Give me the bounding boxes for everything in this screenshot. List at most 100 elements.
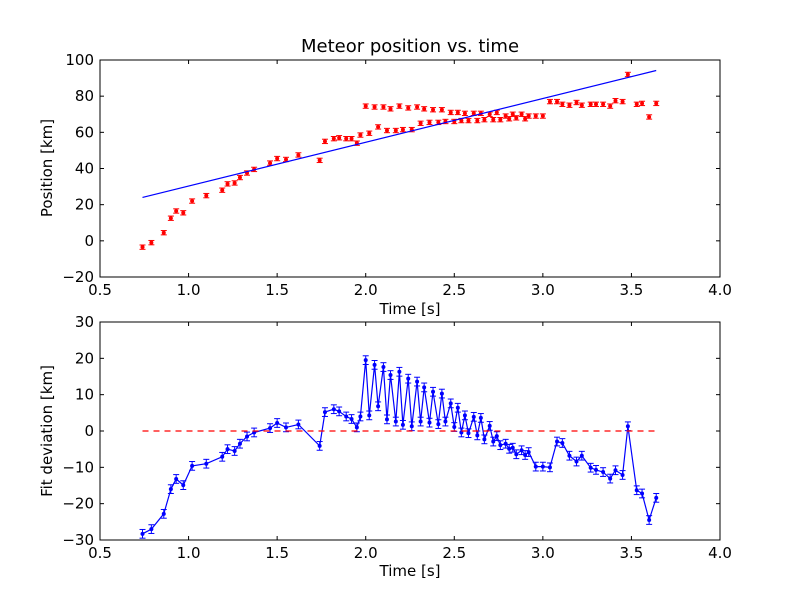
deviation-data-point bbox=[448, 401, 453, 406]
deviation-data-point bbox=[284, 425, 288, 430]
position-data-point bbox=[322, 139, 327, 144]
deviation-data-point bbox=[225, 447, 230, 452]
position-data-point bbox=[422, 106, 427, 111]
position-data-point bbox=[284, 157, 288, 162]
deviation-data-point bbox=[560, 440, 565, 445]
position-data-point bbox=[466, 118, 471, 123]
deviation-data-point bbox=[237, 441, 242, 446]
position-data-point bbox=[275, 156, 280, 161]
position-data-point bbox=[567, 103, 572, 108]
deviation-y-tick-label: 20 bbox=[75, 349, 94, 367]
deviation-data-point bbox=[363, 358, 368, 363]
deviation-data-point bbox=[620, 472, 625, 477]
deviation-data-point bbox=[654, 495, 659, 500]
deviation-data-point bbox=[358, 414, 363, 419]
deviation-data-point bbox=[422, 385, 427, 390]
deviation-data-point bbox=[397, 369, 402, 374]
position-data-point bbox=[367, 131, 372, 136]
position-data-point bbox=[523, 116, 528, 121]
position-data-point bbox=[482, 117, 487, 122]
deviation-data-point bbox=[418, 419, 423, 424]
deviation-data-point bbox=[608, 476, 613, 481]
deviation-data-point bbox=[337, 409, 342, 414]
position-data-point bbox=[625, 72, 630, 77]
deviation-data-point bbox=[161, 511, 166, 516]
position-data-point bbox=[349, 136, 354, 141]
position-y-axis-label: Position [km] bbox=[38, 119, 56, 217]
position-data-point bbox=[654, 101, 659, 106]
position-x-axis-label: Time [s] bbox=[379, 300, 441, 318]
position-data-point bbox=[406, 105, 411, 110]
position-data-point bbox=[220, 188, 225, 193]
deviation-data-point bbox=[494, 434, 499, 439]
position-x-tick-label: 1.5 bbox=[265, 281, 289, 299]
deviation-data-point bbox=[526, 450, 531, 455]
position-y-tick-label: −20 bbox=[62, 268, 94, 286]
position-data-point bbox=[344, 136, 349, 141]
deviation-data-point bbox=[431, 389, 436, 394]
position-data-point bbox=[647, 114, 652, 119]
deviation-data-point bbox=[174, 476, 179, 481]
position-data-point bbox=[462, 111, 467, 116]
deviation-data-point bbox=[613, 468, 618, 473]
position-data-point bbox=[397, 104, 402, 109]
position-data-point bbox=[579, 103, 584, 108]
deviation-y-tick-label: −30 bbox=[62, 531, 94, 549]
position-x-tick-label: 4.0 bbox=[708, 281, 732, 299]
deviation-data-point bbox=[376, 404, 381, 409]
deviation-data-point bbox=[482, 437, 487, 442]
deviation-data-point bbox=[436, 422, 441, 427]
deviation-data-point bbox=[439, 391, 444, 396]
deviation-data-point bbox=[393, 419, 398, 424]
deviation-x-tick-label: 1.5 bbox=[265, 544, 289, 562]
position-y-tick-label: 20 bbox=[75, 196, 94, 214]
position-x-tick-label: 2.5 bbox=[442, 281, 466, 299]
position-data-point bbox=[140, 245, 145, 250]
deviation-data-point bbox=[443, 419, 448, 424]
deviation-y-tick-label: 30 bbox=[75, 313, 94, 331]
position-data-point bbox=[400, 127, 405, 132]
position-data-point bbox=[608, 104, 613, 109]
position-data-point bbox=[613, 98, 618, 103]
position-data-point bbox=[331, 136, 336, 141]
deviation-data-point bbox=[547, 465, 552, 470]
position-data-point bbox=[372, 105, 377, 110]
position-data-point bbox=[439, 107, 444, 112]
deviation-data-point bbox=[540, 464, 545, 469]
position-data-point bbox=[471, 111, 476, 116]
position-data-point bbox=[503, 114, 508, 119]
deviation-data-point bbox=[381, 365, 386, 370]
deviation-data-point bbox=[510, 445, 515, 450]
position-data-point bbox=[337, 135, 342, 140]
position-data-point bbox=[588, 102, 593, 107]
deviation-data-point bbox=[567, 453, 572, 458]
position-data-point bbox=[317, 158, 322, 163]
deviation-data-point bbox=[452, 425, 457, 430]
position-x-tick-label: 2.0 bbox=[354, 281, 378, 299]
position-data-point bbox=[376, 124, 381, 129]
position-fit-line bbox=[142, 69, 657, 198]
position-data-point bbox=[168, 216, 173, 221]
position-data-point bbox=[491, 117, 496, 122]
position-data-point bbox=[514, 115, 519, 120]
deviation-data-point bbox=[268, 426, 273, 431]
deviation-data-point bbox=[384, 417, 389, 422]
deviation-x-tick-label: 4.0 bbox=[708, 544, 732, 562]
deviation-data-point bbox=[647, 518, 652, 523]
position-data-point bbox=[149, 240, 154, 245]
position-data-point bbox=[174, 208, 179, 213]
position-data-point bbox=[540, 114, 545, 119]
deviation-data-point bbox=[168, 487, 173, 492]
deviation-data-point bbox=[232, 448, 237, 453]
position-y-tick-label: 40 bbox=[75, 160, 94, 178]
position-y-tick-label: 60 bbox=[75, 123, 94, 141]
deviation-y-tick-label: −20 bbox=[62, 495, 94, 513]
deviation-data-point bbox=[507, 446, 512, 451]
deviation-data-point bbox=[388, 373, 393, 378]
position-data-point bbox=[204, 193, 209, 198]
position-data-point bbox=[232, 180, 237, 185]
deviation-data-point bbox=[400, 422, 405, 427]
position-data-point bbox=[181, 210, 186, 215]
position-data-point bbox=[526, 114, 531, 119]
position-data-point bbox=[459, 118, 464, 123]
